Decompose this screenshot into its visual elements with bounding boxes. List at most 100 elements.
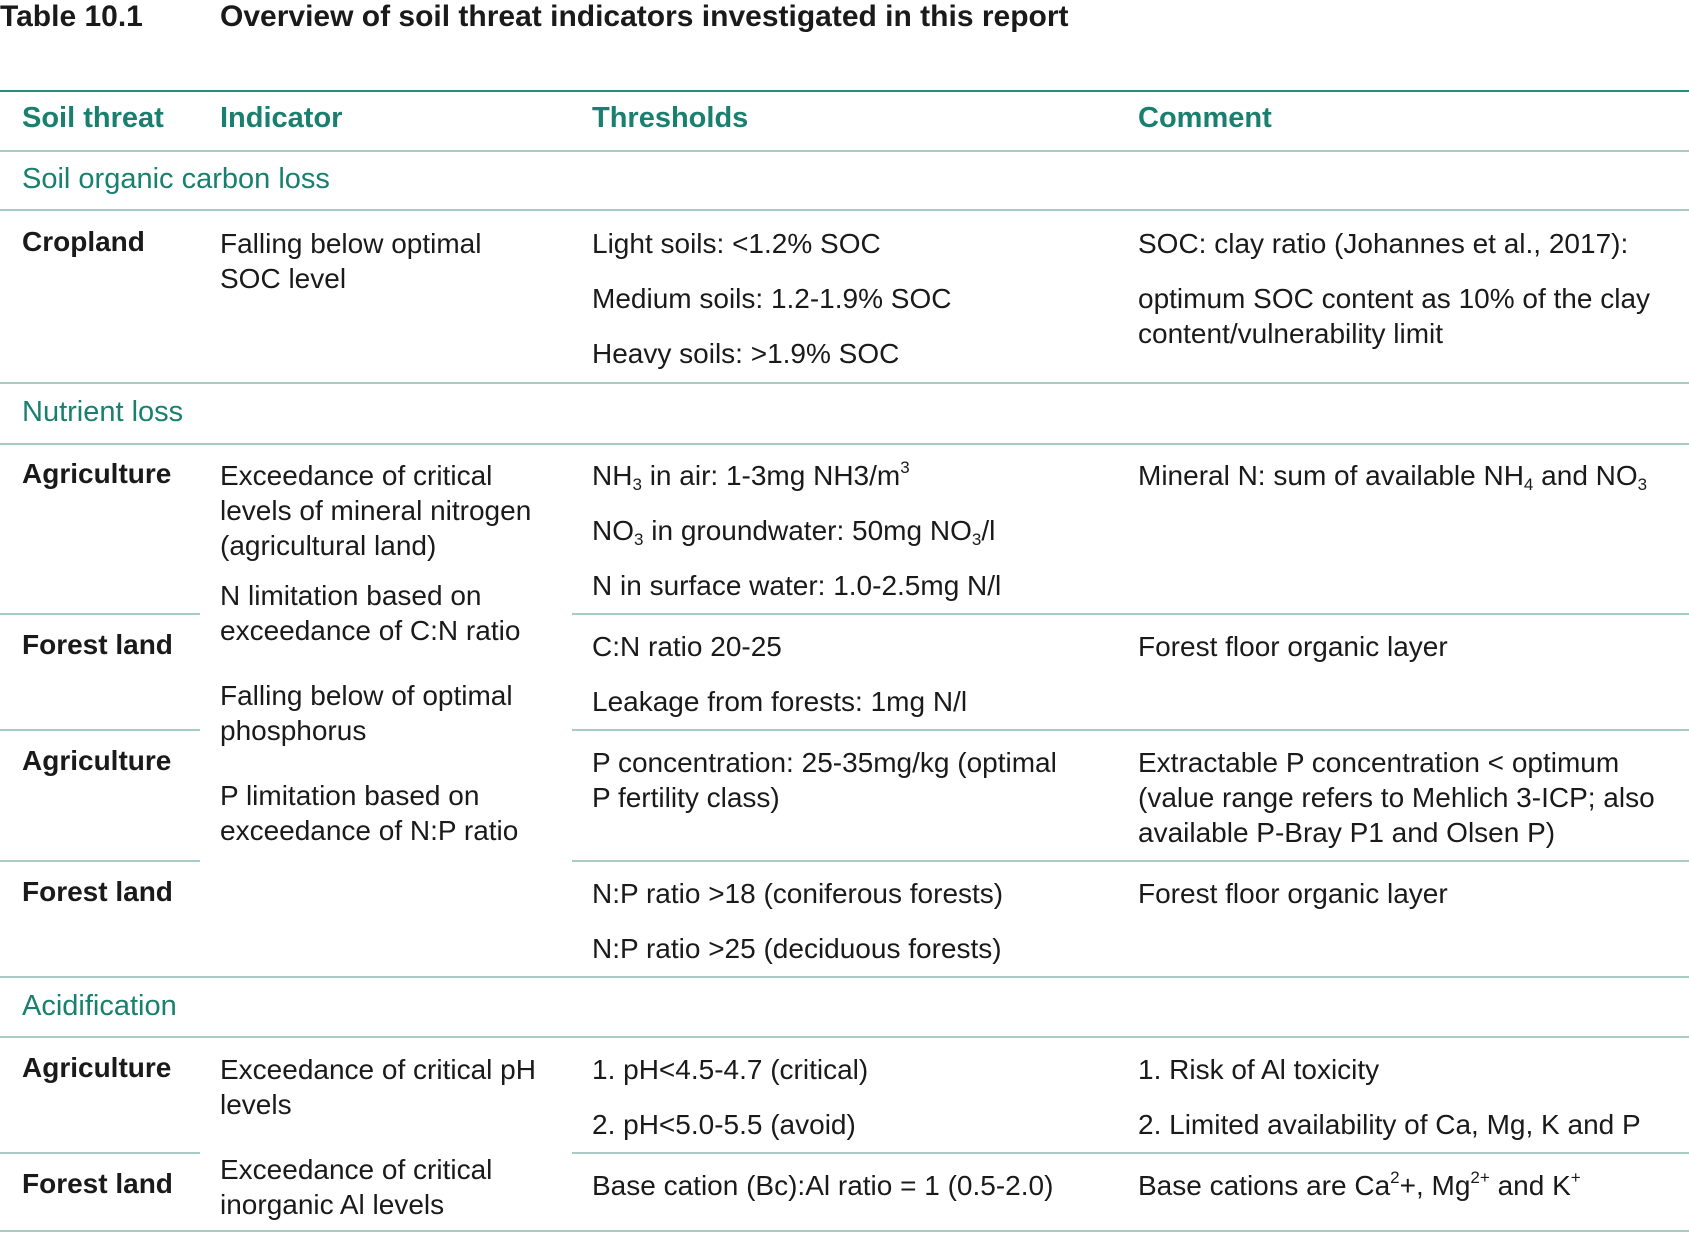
soil-threat-agriculture: Agriculture: [22, 458, 172, 489]
subscript: 4: [1523, 475, 1534, 494]
row-rule: [572, 729, 1689, 731]
thresholds-cell: NH3 in air: 1-3mg NH3/m3 NO3 in groundwa…: [592, 458, 1001, 603]
text: NO: [592, 515, 634, 546]
soil-threat-forest-land: Forest land: [22, 876, 173, 907]
threshold-item: N:P ratio >25 (deciduous forests): [592, 933, 1002, 964]
superscript: 3: [900, 458, 910, 477]
comment-line: content/vulnerability limit: [1138, 318, 1444, 349]
thresholds-cell: Base cation (Bc):Al ratio = 1 (0.5-2.0): [592, 1168, 1053, 1203]
threshold-item: Light soils: <1.2% SOC: [592, 228, 881, 259]
row-rule: [0, 1152, 200, 1154]
column-header-comment: Comment: [1138, 102, 1272, 134]
threshold-item: 1. pH<4.5-4.7 (critical): [592, 1054, 869, 1085]
row-rule: [0, 613, 200, 615]
comment-line: Extractable P concentration < optimum: [1138, 747, 1620, 778]
threshold-item: Leakage from forests: 1mg N/l: [592, 686, 968, 717]
row-rule: [572, 860, 1689, 862]
comment-line: 1. Risk of Al toxicity: [1138, 1054, 1380, 1085]
text: Mineral N: sum of available NH: [1138, 460, 1524, 491]
text: in groundwater: 50mg NO: [643, 515, 972, 546]
threshold-item: Heavy soils: >1.9% SOC: [592, 338, 900, 369]
header-rule: [0, 150, 1689, 152]
comment-cell: Extractable P concentration < optimum (v…: [1138, 745, 1655, 850]
superscript: 2+: [1470, 1168, 1490, 1187]
thresholds-cell: P concentration: 25-35mg/kg (optimal P f…: [592, 745, 1057, 815]
indicator-line: Exceedance of critical: [220, 460, 493, 491]
thresholds-cell: Light soils: <1.2% SOC Medium soils: 1.2…: [592, 226, 951, 371]
row-rule: [0, 729, 200, 731]
subscript: 3: [632, 475, 642, 494]
section-acidification: Acidification: [22, 990, 177, 1022]
comment-line: Base cations are Ca2+, Mg2+ and K+: [1138, 1168, 1581, 1203]
comment-line: (value range refers to Mehlich 3-ICP; al…: [1138, 782, 1655, 813]
comment-cell: Forest floor organic layer: [1138, 876, 1448, 911]
thresholds-cell: 1. pH<4.5-4.7 (critical) 2. pH<5.0-5.5 (…: [592, 1052, 868, 1142]
indicator-line: Exceedance of critical pH: [220, 1054, 536, 1085]
column-header-thresholds: Thresholds: [592, 102, 749, 134]
row-rule: [0, 860, 200, 862]
section-rule: [0, 209, 1689, 211]
column-header-indicator: Indicator: [220, 102, 343, 134]
section-rule: [0, 1036, 1689, 1038]
table-top-rule: [0, 90, 1689, 92]
text: and K: [1489, 1170, 1571, 1201]
section-nutrient-loss: Nutrient loss: [22, 396, 184, 428]
table-title: Overview of soil threat indicators inves…: [220, 0, 1069, 33]
column-header-soil-threat: Soil threat: [22, 102, 164, 134]
comment-cell: 1. Risk of Al toxicity 2. Limited availa…: [1138, 1052, 1641, 1142]
comment-cell: Forest floor organic layer: [1138, 629, 1448, 664]
text: in air: 1-3mg NH3/m: [641, 460, 901, 491]
row-rule: [572, 1152, 1689, 1154]
indicator-line: (agricultural land): [220, 530, 437, 561]
comment-line: Forest floor organic layer: [1138, 878, 1448, 909]
text: and NO: [1533, 460, 1638, 491]
indicator-line: Exceedance of critical: [220, 1154, 493, 1185]
indicator-cell: Exceedance of critical pH levels Exceeda…: [220, 1052, 536, 1222]
threshold-item: C:N ratio 20-25: [592, 631, 782, 662]
indicator-line: phosphorus: [220, 715, 367, 746]
thresholds-cell: N:P ratio >18 (coniferous forests) N:P r…: [592, 876, 1003, 966]
indicator-line: inorganic Al levels: [220, 1189, 445, 1220]
subscript: 3: [634, 530, 644, 549]
comment-cell: Base cations are Ca2+, Mg2+ and K+: [1138, 1168, 1581, 1203]
section-rule: [0, 443, 1689, 445]
comment-cell: SOC: clay ratio (Johannes et al., 2017):…: [1138, 226, 1650, 351]
thresholds-cell: C:N ratio 20-25 Leakage from forests: 1m…: [592, 629, 967, 719]
threshold-item: NH3 in air: 1-3mg NH3/m3: [592, 458, 1001, 513]
threshold-item: P concentration: 25-35mg/kg (optimal: [592, 747, 1057, 778]
indicator-line: P limitation based on: [220, 780, 480, 811]
row-rule: [0, 976, 1689, 978]
text: /l: [981, 515, 996, 546]
indicator-line: levels of mineral nitrogen: [220, 495, 532, 526]
comment-line: Forest floor organic layer: [1138, 631, 1448, 662]
indicator-cell: Exceedance of critical levels of mineral…: [220, 458, 531, 848]
soil-threat-forest-land: Forest land: [22, 629, 173, 660]
comment-cell: Mineral N: sum of available NH4 and NO3: [1138, 458, 1647, 502]
text: Base cations are Ca: [1138, 1170, 1391, 1201]
soil-threat-cropland: Cropland: [22, 226, 145, 257]
superscript: +: [1570, 1168, 1581, 1187]
indicator-line: SOC level: [220, 263, 347, 294]
threshold-item: NO3 in groundwater: 50mg NO3/l: [592, 513, 1001, 568]
row-rule: [572, 613, 1689, 615]
indicator-line: Falling below of optimal: [220, 680, 513, 711]
threshold-item: Base cation (Bc):Al ratio = 1 (0.5-2.0): [592, 1170, 1054, 1201]
table-number: Table 10.1: [0, 0, 143, 33]
row-rule: [0, 382, 1689, 384]
text: +, Mg: [1399, 1170, 1471, 1201]
soil-threat-agriculture: Agriculture: [22, 745, 172, 776]
comment-line: optimum SOC content as 10% of the clay: [1138, 283, 1651, 314]
comment-line: 2. Limited availability of Ca, Mg, K and…: [1138, 1109, 1641, 1140]
subscript: 3: [971, 530, 982, 549]
threshold-item: 2. pH<5.0-5.5 (avoid): [592, 1109, 856, 1140]
soil-threat-forest-land: Forest land: [22, 1168, 173, 1199]
threshold-item: P fertility class): [592, 782, 780, 813]
comment-line: SOC: clay ratio (Johannes et al., 2017):: [1138, 228, 1629, 259]
section-soil-organic-carbon-loss: Soil organic carbon loss: [22, 163, 330, 195]
indicator-line: exceedance of C:N ratio: [220, 615, 521, 646]
threshold-item: N:P ratio >18 (coniferous forests): [592, 878, 1004, 909]
indicator-line: N limitation based on: [220, 580, 482, 611]
indicator-line: exceedance of N:P ratio: [220, 815, 519, 846]
threshold-item: N in surface water: 1.0-2.5mg N/l: [592, 570, 1002, 601]
threshold-item: Medium soils: 1.2-1.9% SOC: [592, 283, 952, 314]
